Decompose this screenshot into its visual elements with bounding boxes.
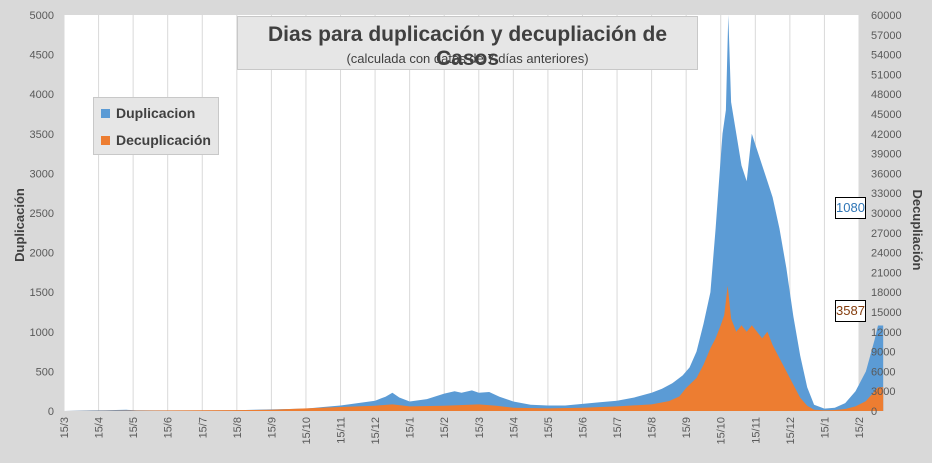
y-tick-label: 0 — [48, 406, 54, 418]
x-tick-label: 15/1 — [405, 417, 417, 438]
y2-tick-label: 51000 — [871, 69, 902, 81]
x-tick-label: 15/1 — [819, 417, 831, 438]
legend-label-decuplicacion: Decuplicación — [116, 132, 211, 148]
y2-tick-label: 45000 — [871, 109, 902, 121]
legend-label-duplicacion: Duplicacion — [116, 105, 196, 121]
x-tick-label: 15/9 — [681, 417, 693, 438]
y-tick-label: 3000 — [30, 168, 54, 180]
title-box: Dias para duplicación y decupliación de … — [237, 16, 698, 70]
y2-axis-title: Decupliación — [910, 190, 925, 271]
y2-tick-label: 42000 — [871, 129, 902, 141]
x-tick-label: 15/10 — [716, 417, 728, 445]
y2-tick-label: 18000 — [871, 287, 902, 299]
y-axis-title: Duplicación — [12, 188, 27, 262]
x-tick-label: 15/4 — [508, 417, 520, 438]
y2-tick-label: 60000 — [871, 10, 902, 22]
y2-tick-label: 33000 — [871, 188, 902, 200]
x-tick-label: 15/11 — [750, 417, 762, 444]
y2-tick-label: 3000 — [871, 386, 895, 398]
y2-tick-label: 12000 — [871, 327, 902, 339]
x-tick-label: 15/6 — [577, 417, 589, 438]
y2-tick-label: 9000 — [871, 347, 895, 359]
right-axis-ticks: 0 3000 6000 9000 12000 15000 18000 21000 24000 27… — [871, 10, 902, 418]
legend-item-duplicacion: Duplicacion — [101, 104, 195, 122]
data-label-duplicacion: 1080 — [835, 197, 866, 219]
y2-tick-label: 27000 — [871, 228, 902, 240]
y2-tick-label: 15000 — [871, 307, 902, 319]
x-tick-label: 15/5 — [128, 417, 140, 438]
x-tick-label: 15/7 — [612, 417, 624, 438]
y2-tick-label: 0 — [871, 406, 877, 418]
y2-tick-label: 39000 — [871, 149, 902, 161]
y-tick-label: 500 — [36, 366, 54, 378]
y-tick-label: 3500 — [30, 129, 54, 141]
y2-tick-label: 21000 — [871, 267, 902, 279]
y-tick-label: 5000 — [30, 10, 54, 22]
x-tick-label: 15/7 — [197, 417, 209, 438]
x-tick-label: 15/11 — [336, 417, 348, 444]
x-tick-label: 15/5 — [543, 417, 555, 438]
y2-tick-label: 54000 — [871, 50, 902, 62]
x-tick-label: 15/8 — [647, 417, 659, 438]
y-tick-label: 2500 — [30, 208, 54, 220]
series-area-duplicacion — [64, 15, 884, 411]
series-areas — [64, 15, 884, 411]
x-tick-label: 15/3 — [474, 417, 486, 438]
x-tick-label: 15/4 — [94, 417, 106, 438]
legend-item-decuplicacion: Decuplicación — [101, 131, 211, 149]
legend-swatch-decuplicacion — [101, 135, 110, 145]
y2-tick-label: 36000 — [871, 168, 902, 180]
y2-tick-label: 57000 — [871, 30, 902, 42]
y2-tick-label: 48000 — [871, 89, 902, 101]
x-tick-label: 15/2 — [439, 417, 451, 438]
y-tick-label: 4000 — [30, 89, 54, 101]
x-tick-label: 15/2 — [854, 417, 866, 438]
x-tick-label: 15/12 — [785, 417, 797, 445]
legend-swatch-duplicacion — [101, 108, 110, 118]
y2-tick-label: 30000 — [871, 208, 902, 220]
x-tick-label: 15/9 — [266, 417, 278, 438]
y2-tick-label: 24000 — [871, 248, 902, 260]
x-tick-label: 15/6 — [163, 417, 175, 438]
y-tick-label: 1500 — [30, 287, 54, 299]
chart-title: Dias para duplicación y decupliación de … — [267, 23, 668, 70]
left-axis-ticks: 0 500 1000 1500 2000 2500 3000 3500 4000 4500 5000 — [30, 10, 54, 418]
x-tick-label: 15/3 — [59, 417, 71, 438]
chart-subtitle: (calculada con datos de 7 días anteriore… — [346, 51, 589, 66]
y-tick-label: 4500 — [30, 50, 54, 62]
x-tick-label: 15/12 — [370, 417, 382, 445]
data-label-decuplicacion: 3587 — [835, 300, 866, 322]
x-axis-ticks: 15/3 15/4 15/5 15/6 15/7 15/8 15/9 15/10 15/11 15… — [59, 417, 866, 445]
y-tick-label: 1000 — [30, 327, 54, 339]
y2-tick-label: 6000 — [871, 366, 895, 378]
y-tick-label: 2000 — [30, 248, 54, 260]
x-tick-label: 15/10 — [301, 417, 313, 445]
legend: Duplicacion Decuplicación — [93, 97, 219, 155]
x-tick-label: 15/8 — [232, 417, 244, 438]
series-area-decuplicacion — [64, 285, 884, 411]
